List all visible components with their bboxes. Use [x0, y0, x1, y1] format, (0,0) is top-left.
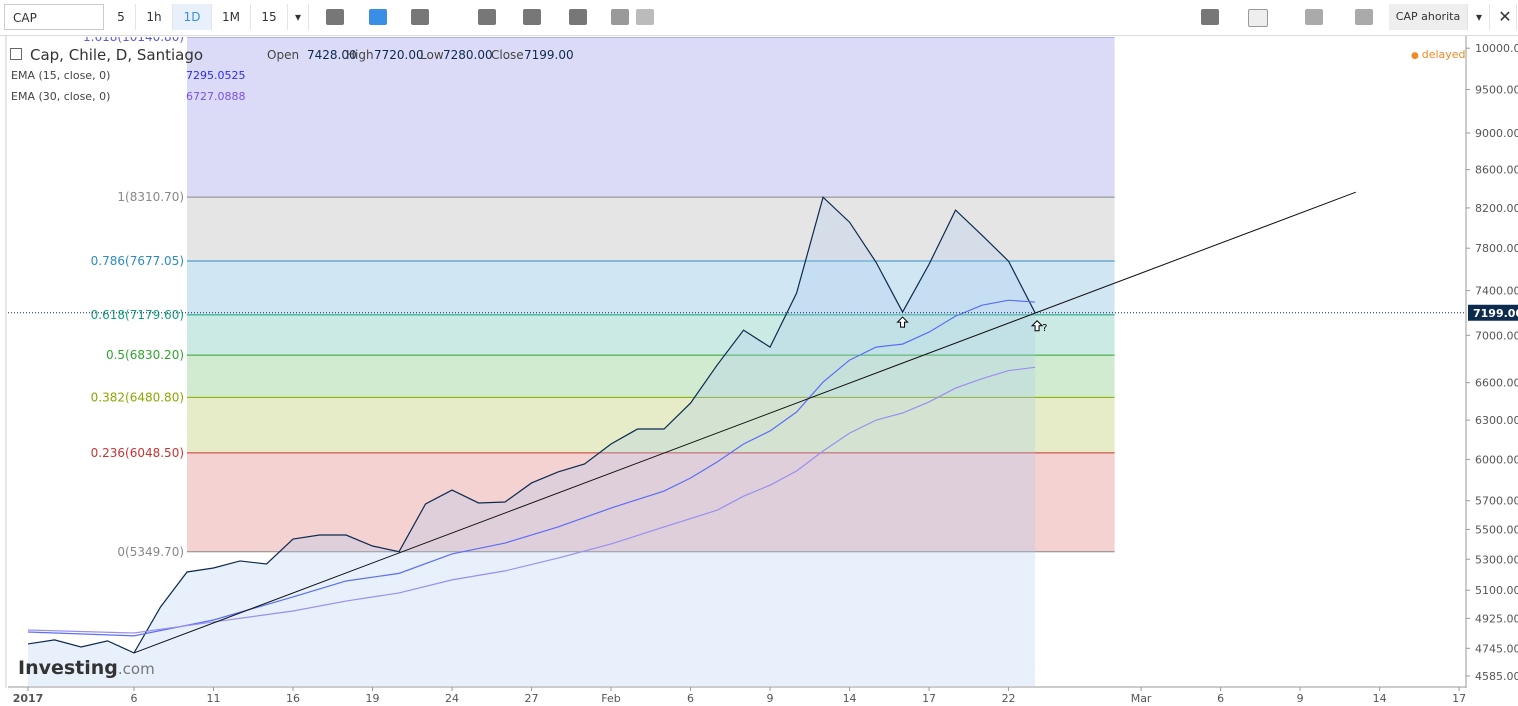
price-marker-box — [1468, 304, 1518, 321]
x-tick-label: 16 — [286, 692, 300, 705]
compare-icon[interactable] — [523, 9, 541, 25]
y-tick-label: 7800.00 — [1475, 242, 1518, 255]
x-tick-label: 6 — [1217, 692, 1224, 705]
candles-icon[interactable] — [326, 9, 344, 25]
fib-band — [187, 37, 1115, 198]
x-tick-label: 17 — [922, 692, 936, 705]
x-tick-label: 6 — [687, 692, 694, 705]
interval-button[interactable]: 5 — [107, 4, 136, 30]
x-tick-label: Feb — [601, 692, 620, 705]
y-tick-label: 9000.00 — [1475, 127, 1518, 140]
trendline — [133, 191, 1356, 654]
fib-band — [187, 314, 1115, 356]
x-tick-label: 9 — [1297, 692, 1304, 705]
annotation: ? — [1042, 323, 1047, 334]
y-tick-label: 5500.00 — [1475, 523, 1518, 536]
plot-area: 1.618(10140.80) 1(8310.70) 0.786(7677.05) 0… — [27, 30, 1115, 686]
y-tick-label: 5700.00 — [1475, 495, 1518, 508]
x-tick-label: 17 — [1452, 692, 1466, 705]
x-tick-label: 2017 — [13, 692, 44, 705]
fib-label: 1(8310.70) — [117, 190, 184, 204]
interval-button[interactable]: 1M — [212, 4, 251, 30]
undo-icon[interactable] — [611, 9, 629, 25]
y-tick-label: 6600.00 — [1475, 377, 1518, 390]
indicator-icon[interactable] — [411, 9, 429, 25]
symbol-input[interactable]: CAP — [4, 4, 104, 30]
x-tick-label: 24 — [445, 692, 459, 705]
y-tick-label: 10000.00 — [1475, 42, 1518, 55]
price-marker-label: 7199.00 — [1473, 307, 1518, 320]
y-tick-label: 6000.00 — [1475, 453, 1518, 466]
interval-button[interactable]: 1D — [173, 4, 212, 30]
interval-button[interactable]: 1h — [136, 4, 173, 30]
fib-band — [187, 397, 1115, 453]
fib-label: 0.618(7179.60) — [91, 308, 184, 322]
x-tick-label: 6 — [131, 692, 138, 705]
close-button[interactable]: ✕ — [1494, 4, 1517, 30]
y-tick-label: 6300.00 — [1475, 414, 1518, 427]
template-icon[interactable] — [1248, 9, 1268, 27]
balance-icon[interactable] — [569, 9, 587, 25]
toolbar: CAP 5 1h 1D 1M 15 ▾ CAP ahorita ▾ ✕ — [0, 0, 1518, 36]
y-tick-label: 4925.00 — [1475, 612, 1518, 625]
y-tick-label: 4585.00 — [1475, 670, 1518, 683]
fib-label: 1.618(10140.80) — [83, 30, 184, 44]
arrow-marker — [1030, 320, 1044, 332]
fib-band — [187, 260, 1115, 315]
ema-line — [27, 299, 1036, 637]
y-tick-label: 5100.00 — [1475, 584, 1518, 597]
fib-label: 0.382(6480.80) — [91, 390, 184, 404]
y-tick-label: 8600.00 — [1475, 164, 1518, 177]
price-line — [27, 196, 1036, 654]
y-tick-label: 4745.00 — [1475, 642, 1518, 655]
x-tick-label: 11 — [207, 692, 221, 705]
fib-label: 0.786(7677.05) — [91, 254, 184, 268]
y-tick-label: 9500.00 — [1475, 83, 1518, 96]
fib-label: 0.5(6830.20) — [106, 348, 184, 362]
x-tick-label: 14 — [843, 692, 857, 705]
x-tick-label: 14 — [1373, 692, 1387, 705]
ema-line — [27, 366, 1036, 634]
fib-band — [187, 355, 1115, 398]
cloud-save-icon[interactable] — [1355, 9, 1373, 25]
fib-label: 0.236(6048.50) — [91, 446, 184, 460]
price-area — [28, 197, 1036, 686]
y-tick-label: 8200.00 — [1475, 202, 1518, 215]
x-tick-label: 19 — [366, 692, 380, 705]
interval-button[interactable]: 15 — [251, 4, 288, 30]
settings-icon[interactable] — [478, 9, 496, 25]
fib-label: 0(5349.70) — [117, 545, 184, 559]
layout-name[interactable]: CAP ahorita — [1389, 4, 1468, 30]
x-tick-label: Mar — [1131, 692, 1152, 705]
redo-icon[interactable] — [636, 9, 654, 25]
x-tick-label: 9 — [767, 692, 774, 705]
y-tick-label: 7400.00 — [1475, 285, 1518, 298]
arrow-marker — [896, 316, 909, 328]
dropdown[interactable]: ▾ — [288, 4, 309, 30]
camera-icon[interactable] — [1201, 9, 1219, 25]
area-icon[interactable] — [369, 9, 387, 25]
y-tick-label: 7000.00 — [1475, 329, 1518, 342]
fib-band — [187, 197, 1115, 261]
x-tick-label: 22 — [1002, 692, 1016, 705]
x-tick-label: 27 — [525, 692, 539, 705]
cloud-load-icon[interactable] — [1305, 9, 1323, 25]
dropdown[interactable]: ▾ — [1469, 4, 1490, 30]
y-tick-label: 5300.00 — [1475, 553, 1518, 566]
